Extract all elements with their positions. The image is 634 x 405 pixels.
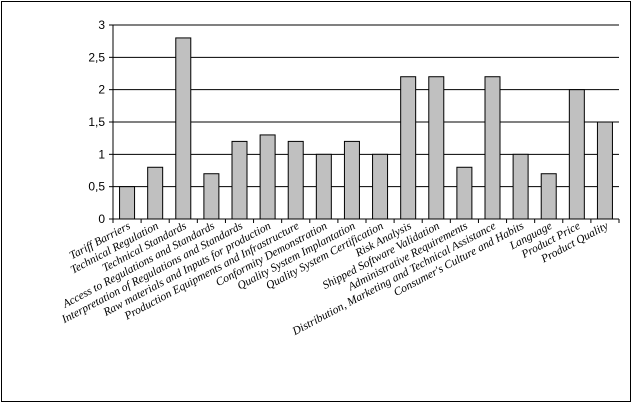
bar bbox=[147, 166, 164, 220]
y-tick-labels: 0 0,5 1 1,5 2 2,5 3 bbox=[88, 18, 105, 226]
bar bbox=[428, 76, 445, 220]
bar bbox=[203, 173, 220, 220]
bar bbox=[456, 166, 473, 220]
gridlines bbox=[113, 24, 619, 188]
bar bbox=[175, 37, 192, 220]
bar bbox=[400, 76, 417, 220]
bar bbox=[596, 121, 613, 220]
y-tick-label: 0 bbox=[98, 212, 105, 226]
bar bbox=[540, 173, 557, 220]
y-tick-label: 0,5 bbox=[88, 180, 105, 194]
y-tick-label: 2,5 bbox=[88, 50, 105, 64]
bar bbox=[119, 186, 136, 220]
bar bbox=[315, 153, 332, 220]
y-tick-label: 3 bbox=[98, 18, 105, 32]
bar bbox=[343, 140, 360, 220]
bar bbox=[287, 140, 304, 220]
bar bbox=[259, 134, 276, 220]
y-tick-label: 2 bbox=[98, 83, 105, 97]
bar bbox=[484, 76, 501, 220]
bars bbox=[119, 37, 613, 220]
y-tick-label: 1,5 bbox=[88, 115, 105, 129]
y-tick-label: 1 bbox=[98, 147, 105, 161]
bar bbox=[512, 153, 529, 220]
bar bbox=[231, 140, 248, 220]
axes bbox=[109, 24, 620, 223]
bar bbox=[372, 153, 389, 220]
bar bbox=[568, 89, 585, 220]
